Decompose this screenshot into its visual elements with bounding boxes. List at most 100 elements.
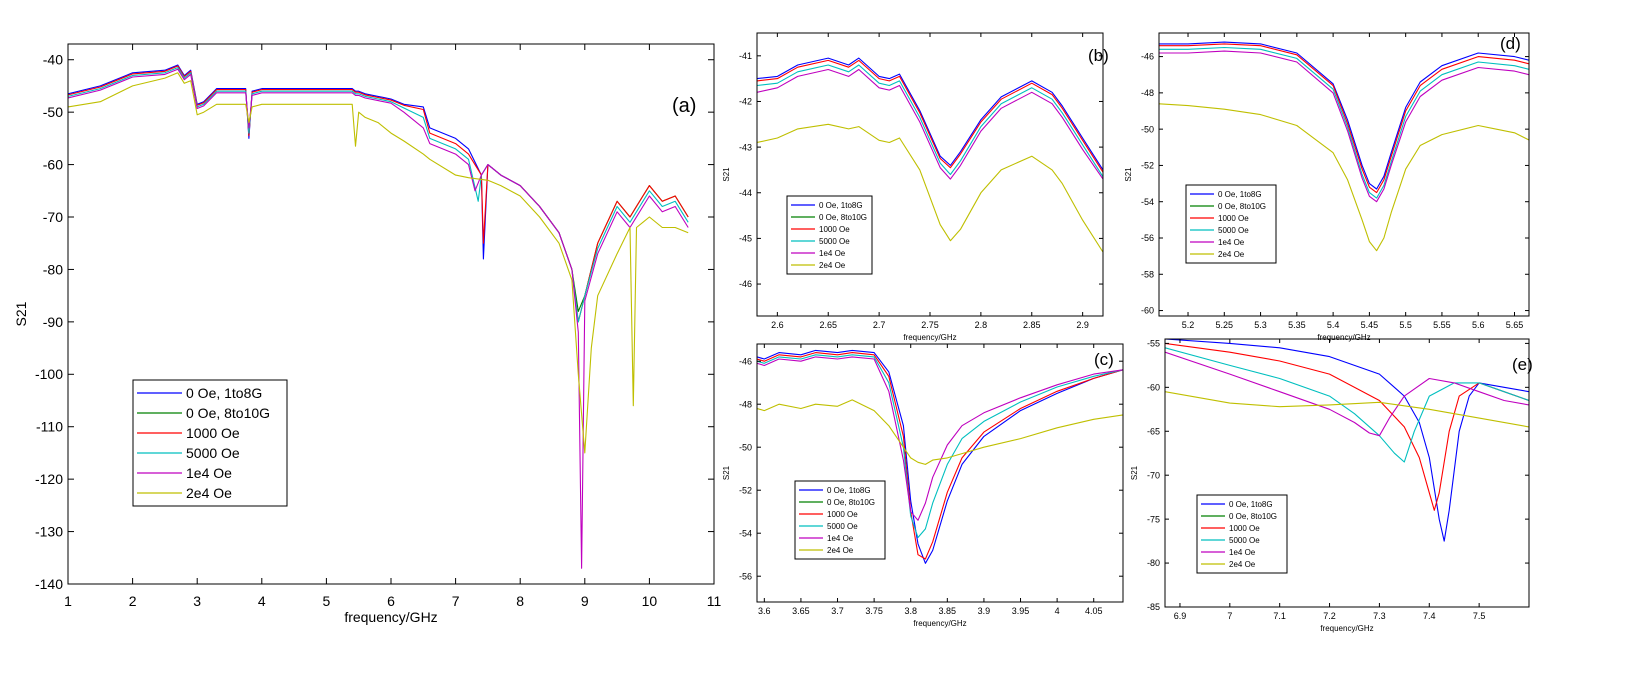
- panel-label: (c): [1094, 350, 1114, 369]
- legend-entry: 2e4 Oe: [819, 261, 846, 270]
- x-tick-label: 5.5: [1399, 320, 1412, 330]
- x-tick-label: 10: [642, 593, 658, 609]
- x-tick-label: 3: [193, 593, 201, 609]
- x-tick-label: 3.65: [792, 606, 810, 616]
- legend-entry: 2e4 Oe: [186, 485, 232, 501]
- y-tick-label: -45: [739, 234, 752, 244]
- x-tick-label: 3.6: [758, 606, 771, 616]
- y-tick-label: -65: [1147, 426, 1160, 436]
- series-line-d-5: [1159, 103, 1529, 252]
- x-tick-label: 1: [64, 593, 72, 609]
- y-tick-label: -60: [43, 156, 63, 172]
- y-tick-label: -54: [739, 528, 752, 538]
- y-tick-label: -52: [1141, 161, 1154, 171]
- x-tick-label: 3.85: [939, 606, 957, 616]
- x-tick-label: 4.05: [1085, 606, 1103, 616]
- legend-entry: 5000 Oe: [819, 237, 850, 246]
- x-axis-label: frequency/GHz: [903, 333, 956, 342]
- series-line-a-1: [519, 185, 689, 312]
- y-tick-label: -110: [36, 419, 63, 435]
- legend-entry: 1000 Oe: [819, 225, 850, 234]
- y-axis-label: S21: [1130, 465, 1139, 480]
- series-line-d-0: [1159, 41, 1529, 190]
- x-tick-label: 7.4: [1423, 611, 1436, 621]
- chart-panel-c: 3.6 3.65 3.7 3.75 3.8 3.85 3.9 3.95 4 4.05 -56 -54 -…: [722, 343, 1124, 628]
- x-tick-label: 2.8: [975, 320, 988, 330]
- y-tick-label: -100: [35, 366, 63, 382]
- x-tick-label: 6.9: [1174, 611, 1187, 621]
- x-tick-label: 6: [387, 593, 395, 609]
- legend-box: [132, 379, 288, 507]
- legend-entry: 2e4 Oe: [1218, 250, 1245, 259]
- series-line-e-4: [1165, 351, 1529, 437]
- x-tick-label: 11: [707, 593, 722, 609]
- legend-entry: 1e4 Oe: [827, 534, 854, 543]
- x-tick-label: 3.9: [978, 606, 991, 616]
- y-tick-label: -58: [1141, 269, 1154, 279]
- x-tick-label: 3.75: [865, 606, 883, 616]
- axes-box: [1158, 32, 1530, 317]
- y-tick-label: -56: [739, 571, 752, 581]
- axes-box: [756, 343, 1124, 603]
- y-tick-label: -46: [739, 356, 752, 366]
- y-tick-label: -41: [739, 51, 752, 61]
- y-tick-label: -75: [1147, 514, 1160, 524]
- x-tick-label: 7: [1227, 611, 1232, 621]
- x-tick-label: 5: [323, 593, 331, 609]
- legend-entry: 2e4 Oe: [1229, 560, 1256, 569]
- legend-entry: 1e4 Oe: [1218, 238, 1245, 247]
- legend-entry: 0 Oe, 1to8G: [186, 385, 262, 401]
- series-line-a-4: [68, 68, 689, 569]
- y-axis-label: S21: [722, 465, 731, 480]
- legend-entry: 0 Oe, 8to10G: [1218, 202, 1266, 211]
- x-tick-label: 5.65: [1506, 320, 1524, 330]
- legend-entry: 1e4 Oe: [186, 465, 232, 481]
- x-tick-label: 2.75: [921, 320, 939, 330]
- x-tick-label: 7.5: [1473, 611, 1486, 621]
- y-tick-label: -44: [739, 188, 752, 198]
- series-line-e-5: [1165, 391, 1529, 428]
- y-tick-label: -52: [739, 485, 752, 495]
- series-line-e-3: [1165, 347, 1529, 463]
- x-tick-label: 3.8: [904, 606, 917, 616]
- y-tick-label: -70: [43, 209, 63, 225]
- legend-box: [794, 480, 886, 560]
- legend-entry: 5000 Oe: [827, 522, 858, 531]
- legend-box: [786, 195, 873, 275]
- x-tick-label: 5.25: [1216, 320, 1234, 330]
- series-line-c-4: [757, 356, 1123, 521]
- x-tick-label: 2.85: [1023, 320, 1041, 330]
- x-tick-label: 3.95: [1012, 606, 1030, 616]
- x-tick-label: 7.2: [1323, 611, 1336, 621]
- y-tick-label: -55: [1147, 339, 1160, 349]
- series-line-b-2: [757, 59, 1103, 173]
- legend-entry: 1e4 Oe: [1229, 548, 1256, 557]
- y-tick-label: -60: [1147, 382, 1160, 392]
- y-tick-label: -85: [1147, 602, 1160, 612]
- x-tick-label: 7: [452, 593, 460, 609]
- series-line-b-3: [757, 64, 1103, 178]
- y-tick-label: -43: [739, 142, 752, 152]
- legend: 0 Oe, 1to8G 0 Oe, 8to10G 1000 Oe 5000 Oe 1e4…: [1185, 184, 1277, 264]
- x-axis-label: frequency/GHz: [1317, 333, 1370, 342]
- x-tick-label: 2.9: [1076, 320, 1089, 330]
- legend-entry: 0 Oe, 1to8G: [1229, 500, 1273, 509]
- y-tick-label: -50: [43, 104, 63, 120]
- series-line-b-5: [757, 123, 1103, 253]
- x-tick-label: 5.6: [1472, 320, 1485, 330]
- y-tick-label: -56: [1141, 233, 1154, 243]
- legend: 0 Oe, 1to8G 0 Oe, 8to10G 1000 Oe 5000 Oe 1e4…: [794, 480, 886, 560]
- y-tick-label: -50: [739, 442, 752, 452]
- axes-box: [1164, 338, 1530, 608]
- y-tick-label: -46: [1141, 52, 1154, 62]
- y-axis-label: S21: [1124, 167, 1133, 182]
- y-tick-label: -140: [35, 576, 63, 592]
- legend-entry: 1e4 Oe: [819, 249, 846, 258]
- panel-label: (d): [1500, 34, 1521, 53]
- series-line-a-2: [68, 65, 689, 323]
- y-tick-label: -70: [1147, 470, 1160, 480]
- legend-box: [1185, 184, 1277, 264]
- x-tick-label: 7.1: [1273, 611, 1286, 621]
- x-tick-label: 5.4: [1327, 320, 1340, 330]
- x-tick-label: 5.45: [1361, 320, 1379, 330]
